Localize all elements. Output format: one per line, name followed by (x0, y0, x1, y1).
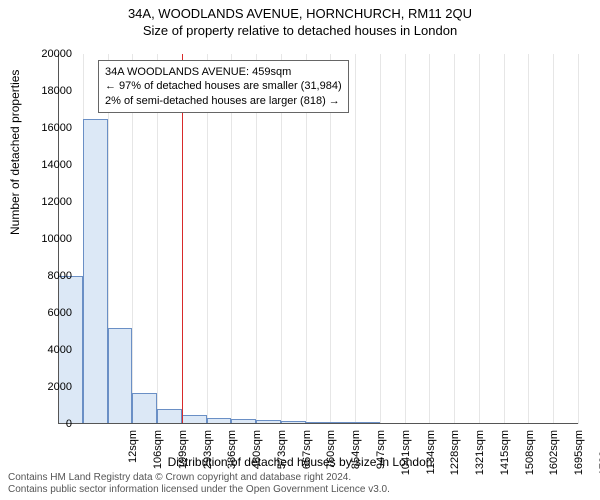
gridline (429, 54, 430, 424)
gridline (454, 54, 455, 424)
gridline (479, 54, 480, 424)
y-axis-label: Number of detached properties (8, 70, 22, 235)
y-tick-label: 16000 (22, 122, 72, 134)
gridline (528, 54, 529, 424)
callout-line-1: 34A WOODLANDS AVENUE: 459sqm (105, 65, 342, 79)
x-tick-label: 1321sqm (474, 430, 486, 490)
x-tick-label: 1415sqm (499, 430, 511, 490)
chart-area: 34A WOODLANDS AVENUE: 459sqm ← 97% of de… (58, 54, 578, 424)
gridline (578, 54, 579, 424)
x-axis-line (58, 423, 578, 424)
y-tick-label: 6000 (22, 307, 72, 319)
gridline (405, 54, 406, 424)
x-tick-label: 293sqm (202, 430, 214, 490)
x-tick-label: 1508sqm (524, 430, 536, 490)
y-tick-label: 8000 (22, 270, 72, 282)
chart-subtitle: Size of property relative to detached ho… (0, 21, 600, 38)
gridline (504, 54, 505, 424)
chart-title: 34A, WOODLANDS AVENUE, HORNCHURCH, RM11 … (0, 0, 600, 21)
gridline (553, 54, 554, 424)
x-tick-label: 386sqm (226, 430, 238, 490)
histogram-bar (83, 119, 108, 424)
callout-box: 34A WOODLANDS AVENUE: 459sqm ← 97% of de… (98, 60, 349, 113)
x-tick-label: 1602sqm (548, 430, 560, 490)
y-tick-label: 2000 (22, 381, 72, 393)
gridline (355, 54, 356, 424)
histogram-bar (157, 409, 182, 424)
x-tick-label: 667sqm (301, 430, 313, 490)
x-tick-label: 1695sqm (573, 430, 585, 490)
histogram-bar (132, 393, 157, 424)
y-tick-label: 14000 (22, 159, 72, 171)
x-tick-label: 947sqm (375, 430, 387, 490)
x-tick-label: 854sqm (350, 430, 362, 490)
x-tick-label: 573sqm (276, 430, 288, 490)
x-tick-label: 760sqm (325, 430, 337, 490)
x-tick-label: 1228sqm (449, 430, 461, 490)
x-tick-label: 1134sqm (425, 430, 437, 490)
y-tick-label: 0 (22, 418, 72, 430)
callout-line-2: ← 97% of detached houses are smaller (31… (105, 79, 342, 93)
x-tick-label: 106sqm (152, 430, 164, 490)
x-tick-label: 199sqm (177, 430, 189, 490)
y-tick-label: 20000 (22, 48, 72, 60)
x-tick-label: 480sqm (251, 430, 263, 490)
y-tick-label: 12000 (22, 196, 72, 208)
y-tick-label: 4000 (22, 344, 72, 356)
x-tick-label: 1041sqm (400, 430, 412, 490)
histogram-bar (108, 328, 133, 424)
y-tick-label: 10000 (22, 233, 72, 245)
gridline (380, 54, 381, 424)
y-tick-label: 18000 (22, 85, 72, 97)
x-tick-label: 12sqm (127, 430, 139, 490)
callout-line-3: 2% of semi-detached houses are larger (8… (105, 94, 342, 108)
